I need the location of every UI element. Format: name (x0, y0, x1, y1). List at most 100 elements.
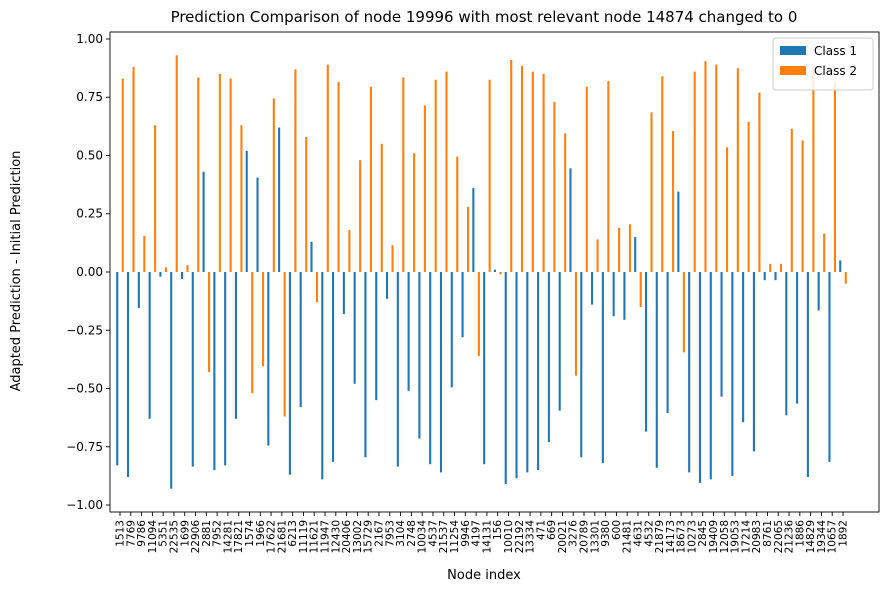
bar-class1 (245, 150, 248, 272)
bar-class2 (704, 61, 707, 272)
x-tick-label: 11119 (298, 520, 310, 553)
x-tick-label: 19053 (730, 520, 742, 553)
bar-class1 (634, 237, 637, 272)
x-tick-label: 13002 (352, 520, 364, 553)
bar-class2 (477, 272, 480, 356)
bar-class2 (639, 272, 642, 307)
bar-class1 (288, 272, 291, 475)
bar-class2 (801, 140, 804, 272)
bar-class2 (337, 82, 340, 272)
bar-class1 (396, 272, 399, 467)
bar-class1 (213, 272, 216, 471)
plot-area: −1.00 −0.75 −0.50 −0.25 0.00 0.25 0.50 0.75 1.00… (66, 31, 880, 554)
bar-class1 (569, 168, 572, 272)
bar-class1 (558, 272, 561, 411)
x-tick-label: 6213 (287, 520, 299, 547)
bar-class1 (698, 272, 702, 483)
bar-class2 (240, 125, 243, 272)
x-tick-label: 2881 (201, 520, 213, 547)
bar-class2 (154, 125, 157, 272)
legend-label-class1: Class 1 (814, 44, 857, 58)
x-tick-label: 10657 (827, 520, 839, 553)
bar-class2 (833, 82, 837, 272)
bar-class2 (402, 77, 405, 272)
x-tick-label: 17821 (233, 520, 245, 553)
bar-class1 (450, 272, 453, 388)
bar-class2 (553, 101, 556, 273)
bar-class1 (148, 272, 151, 419)
bar-class2 (499, 272, 502, 275)
y-tick-label: 1.00 (76, 32, 103, 46)
bar-class1 (364, 272, 367, 458)
y-tick-label: 0.00 (76, 265, 103, 279)
x-tick-label: 13301 (589, 520, 601, 553)
bar-class1 (418, 272, 421, 439)
bar-class1 (839, 260, 842, 272)
bar-class2 (488, 79, 491, 273)
y-axis-label: Adapted Prediction - Initial Prediction (9, 151, 24, 392)
x-tick-label: 21481 (622, 520, 634, 553)
x-tick-label: 4532 (643, 520, 655, 547)
bar-class2 (305, 136, 308, 272)
x-tick-label: 22065 (773, 520, 785, 553)
bar-class1 (601, 272, 604, 464)
x-tick-label: 8761 (762, 520, 774, 547)
x-tick-label: 21879 (654, 520, 666, 553)
y-tick-label: 0.50 (76, 148, 103, 162)
bar-class1 (493, 269, 496, 272)
bar-class1 (709, 272, 712, 480)
x-tick-label: 11947 (320, 520, 332, 553)
bar-class1 (612, 272, 615, 317)
y-tick-label: −0.75 (66, 440, 103, 454)
y-tick-label: 0.25 (76, 207, 103, 221)
bar-class2 (596, 239, 599, 272)
bar-class1 (180, 272, 184, 279)
x-tick-label: 2748 (406, 520, 418, 547)
x-tick-label: 156 (492, 520, 504, 540)
bar-class1 (763, 272, 766, 281)
bar-class1 (644, 272, 648, 432)
bar-class2 (413, 153, 416, 272)
bar-class1 (202, 171, 205, 272)
x-tick-label: 2845 (697, 520, 709, 547)
bar-class1 (817, 272, 820, 311)
x-tick-label: 20021 (557, 520, 569, 553)
x-tick-label: 4537 (427, 520, 439, 547)
x-tick-label: 10010 (503, 520, 515, 553)
bar-class2 (121, 78, 124, 272)
bar-class2 (682, 272, 685, 353)
bar-class2 (520, 65, 524, 272)
x-tick-label: 13334 (525, 520, 537, 554)
x-tick-label: 1574 (244, 520, 256, 547)
bar-class2 (467, 206, 470, 272)
bar-class1 (310, 241, 313, 272)
bar-class1 (439, 272, 443, 473)
x-tick-label: 471 (535, 520, 547, 540)
bar-class1 (547, 272, 550, 443)
bar-class1 (461, 272, 464, 338)
bar-class1 (688, 272, 691, 473)
x-axis-label: Node index (447, 568, 521, 583)
bar-class2 (391, 245, 394, 272)
bar-class1 (375, 272, 378, 401)
x-tick-label: 2167 (373, 520, 385, 547)
bar-class1 (126, 272, 130, 478)
x-tick-label: 17622 (266, 520, 278, 553)
x-tick-label: 9786 (136, 520, 148, 547)
bar-class2 (423, 105, 426, 273)
legend-swatch-class1 (780, 46, 806, 55)
bar-class1 (806, 272, 809, 478)
bar-class1 (267, 272, 270, 446)
bar-class2 (542, 73, 545, 272)
bar-class1 (278, 127, 281, 272)
bar-class1 (677, 191, 680, 272)
bar-class2 (672, 131, 675, 272)
x-tick-label: 3276 (568, 520, 580, 547)
bar-class2 (585, 86, 588, 272)
legend: Class 1 Class 2 (772, 37, 874, 91)
bar-class1 (483, 272, 486, 465)
bar-class1 (537, 272, 540, 471)
bar-class1 (234, 272, 237, 419)
bar-class2 (790, 128, 793, 272)
